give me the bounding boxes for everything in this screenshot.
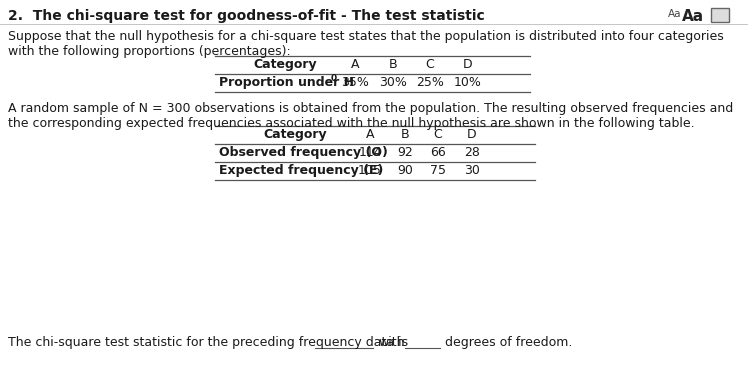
Text: A random sample of N = 300 observations is obtained from the population. The res: A random sample of N = 300 observations … bbox=[8, 102, 733, 115]
Text: The chi-square test statistic for the preceding frequency data is: The chi-square test statistic for the pr… bbox=[8, 336, 408, 349]
Text: B: B bbox=[389, 58, 397, 71]
Text: A: A bbox=[351, 58, 359, 71]
Text: with: with bbox=[378, 336, 405, 349]
Text: Aa: Aa bbox=[668, 9, 681, 19]
Text: degrees of freedom.: degrees of freedom. bbox=[445, 336, 572, 349]
Text: 10%: 10% bbox=[454, 76, 482, 89]
Text: 35%: 35% bbox=[341, 76, 369, 89]
Text: the corresponding expected frequencies associated with the null hypothesis are s: the corresponding expected frequencies a… bbox=[8, 117, 695, 130]
Text: 25%: 25% bbox=[416, 76, 444, 89]
Text: 28: 28 bbox=[464, 146, 480, 159]
Text: A: A bbox=[366, 128, 374, 141]
Text: 30: 30 bbox=[464, 164, 480, 177]
Text: 2.  The chi-square test for goodness-of-fit - The test statistic: 2. The chi-square test for goodness-of-f… bbox=[8, 9, 485, 23]
Text: Aa: Aa bbox=[682, 9, 704, 24]
Text: Observed frequency (O): Observed frequency (O) bbox=[219, 146, 388, 159]
Text: D: D bbox=[468, 128, 476, 141]
Text: Proportion under H: Proportion under H bbox=[219, 76, 354, 89]
Text: C: C bbox=[426, 58, 435, 71]
Text: C: C bbox=[434, 128, 442, 141]
FancyBboxPatch shape bbox=[711, 8, 729, 22]
Text: Category: Category bbox=[253, 58, 317, 71]
Text: 92: 92 bbox=[397, 146, 413, 159]
Text: 90: 90 bbox=[397, 164, 413, 177]
Text: 114: 114 bbox=[358, 146, 381, 159]
Text: 30%: 30% bbox=[379, 76, 407, 89]
Text: D: D bbox=[463, 58, 473, 71]
Text: 105: 105 bbox=[358, 164, 382, 177]
Text: 66: 66 bbox=[430, 146, 446, 159]
Text: 75: 75 bbox=[430, 164, 446, 177]
Text: Expected frequency (E): Expected frequency (E) bbox=[219, 164, 384, 177]
Text: Category: Category bbox=[263, 128, 327, 141]
Text: B: B bbox=[401, 128, 409, 141]
Text: 0: 0 bbox=[331, 74, 337, 83]
Text: Suppose that the null hypothesis for a chi-square test states that the populatio: Suppose that the null hypothesis for a c… bbox=[8, 30, 724, 43]
Text: with the following proportions (percentages):: with the following proportions (percenta… bbox=[8, 45, 291, 58]
